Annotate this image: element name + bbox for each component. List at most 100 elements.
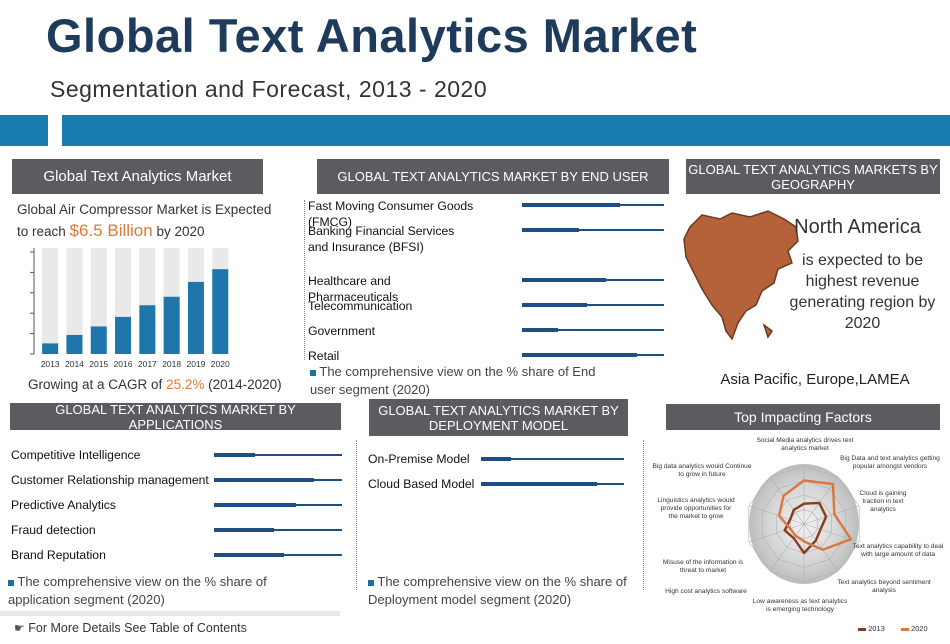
market-statement-to: to reach (17, 224, 66, 239)
applications-note-text: The comprehensive view on the % share of… (8, 574, 267, 607)
segment-label: Cloud Based Model (368, 477, 475, 491)
radar-factor-label: Linguistics analytics would provide oppo… (657, 497, 735, 520)
radar-spoke (769, 476, 805, 525)
cagr-value: 25.2% (166, 377, 205, 392)
bar (42, 343, 59, 354)
impact-radar-chart (748, 464, 860, 584)
segment-track (481, 458, 624, 460)
deployment-note-text: The comprehensive view on the % share of… (368, 574, 627, 607)
segment-fill (522, 202, 620, 207)
x-tick-label: 2019 (186, 359, 205, 369)
radar-spoke (803, 505, 860, 525)
segment-label: Fraud detection (11, 523, 96, 537)
segment-fill (481, 456, 512, 461)
legend-label-2013: 2013 (868, 624, 885, 633)
radar-factor-label: Text analytics capability to deal with l… (852, 543, 944, 558)
segment-label: Government (308, 324, 376, 338)
bar (212, 269, 229, 354)
segment-label: Fast Moving Consumer Goods (FMCG) (308, 199, 474, 229)
radar-series-2013 (783, 501, 828, 555)
market-heading: Global Text Analytics Market (12, 159, 263, 194)
cagr-pre: Growing at a CAGR of (28, 377, 163, 392)
segment-label: Customer Relationship management (11, 473, 209, 487)
footer-rule (0, 611, 340, 616)
radar-factor-label: Misuse of the information is threat to m… (662, 559, 744, 574)
segment-fill (214, 502, 296, 507)
radar-spoke (748, 505, 805, 525)
footer-link[interactable]: ☛ For More Details See Table of Contents (14, 621, 247, 635)
segment-label: On-Premise Model (368, 452, 470, 466)
bar-background (42, 248, 59, 354)
geo-region-text: is expected to be highest revenue genera… (789, 252, 936, 332)
cagr-post: (2014-2020) (208, 377, 282, 392)
market-statement-post: by 2020 (156, 224, 205, 239)
segment-label: Predictive Analytics (11, 498, 116, 512)
end-user-note: The comprehensive view on the % share of… (310, 363, 610, 399)
legend-swatch-2013 (858, 627, 866, 631)
radar-factor-label: High cost analytics software (665, 588, 747, 595)
factors-heading: Top Impacting Factors (666, 404, 940, 430)
x-tick-label: 2020 (211, 359, 230, 369)
market-statement: Global Air Compressor Market is Expected… (17, 199, 287, 242)
radar-legend: 2013 2020 (858, 624, 950, 636)
segment-fill (214, 527, 275, 532)
header-band-right (62, 115, 950, 146)
bar (163, 296, 180, 354)
applications-note: The comprehensive view on the % share of… (8, 573, 298, 609)
radar-series-2020 (777, 479, 853, 552)
segment-track (522, 329, 664, 331)
note-bullet-icon (368, 580, 374, 586)
pointer-icon: ☛ (14, 621, 25, 635)
cagr-statement: Growing at a CAGR of 25.2% (2014-2020) (28, 377, 288, 392)
segment-fill (522, 327, 558, 332)
north-america-map (683, 210, 799, 341)
geo-region: North America (794, 216, 921, 238)
end-user-note-text: The comprehensive view on the % share of… (310, 364, 596, 397)
bar (115, 316, 132, 354)
radar-spoke (769, 523, 805, 572)
segment-track (214, 454, 342, 456)
legend-swatch-2020 (900, 627, 909, 631)
applications-divider (356, 440, 357, 590)
segment-fill (214, 552, 285, 557)
market-statement-pre: Global Air Compressor Market is Expected (17, 202, 272, 217)
page-title: Global Text Analytics Market (46, 9, 698, 62)
bar-background (66, 248, 83, 354)
header-band-left (0, 115, 48, 146)
segment-fill (214, 477, 314, 482)
legend-label-2020: 2020 (910, 624, 928, 633)
segment-label: Healthcare and Pharmaceuticals (308, 274, 399, 304)
bar (139, 305, 156, 354)
segment-track (522, 229, 664, 231)
note-bullet-icon (8, 580, 14, 586)
x-tick-label: 2015 (89, 359, 108, 369)
north-america-shape (683, 210, 799, 341)
segment-fill (214, 452, 255, 457)
deployment-divider (643, 440, 644, 590)
radar-factor-label: Big Data and text analytics getting popu… (840, 455, 940, 470)
segment-track (214, 529, 342, 531)
segment-track (522, 304, 664, 306)
note-bullet-icon (310, 370, 316, 376)
x-tick-label: 2017 (138, 359, 157, 369)
page-subtitle: Segmentation and Forecast, 2013 - 2020 (50, 76, 488, 102)
geo-others: Asia Pacific, Europe,LAMEA (720, 371, 910, 388)
radar-factor-label: Big data analytics would Continue to gro… (652, 463, 752, 478)
segment-fill (522, 352, 638, 357)
x-tick-label: 2018 (162, 359, 181, 369)
market-size-chart: 2013 2014 2015 2016 2017 2018 2019 2020 (30, 248, 230, 369)
segment-fill (522, 227, 579, 232)
footer-link-text[interactable]: For More Details See Table of Contents (28, 621, 247, 635)
segment-label: Telecommunication (308, 299, 413, 313)
geography-heading: GLOBAL TEXT ANALYTICS MARKETS BY GEOGRAP… (686, 159, 940, 194)
market-value: $6.5 Billion (69, 221, 153, 240)
end-user-heading: GLOBAL TEXT ANALYTICS MARKET BY END USER (317, 159, 669, 194)
radar-spoke (803, 523, 839, 572)
bar (187, 281, 204, 354)
radar-factor-label: Cloud is gaining traction in text analyt… (859, 490, 907, 513)
x-tick-label: 2014 (65, 359, 84, 369)
radar-factor-label: Text analytics beyond sentiment analysis (837, 579, 931, 594)
segment-label: Banking Financial Services and Insurance… (308, 224, 455, 254)
deployment-note: The comprehensive view on the % share of… (368, 573, 643, 609)
deployment-heading: GLOBAL TEXT ANALYTICS MARKET BY DEPLOYME… (369, 399, 628, 436)
